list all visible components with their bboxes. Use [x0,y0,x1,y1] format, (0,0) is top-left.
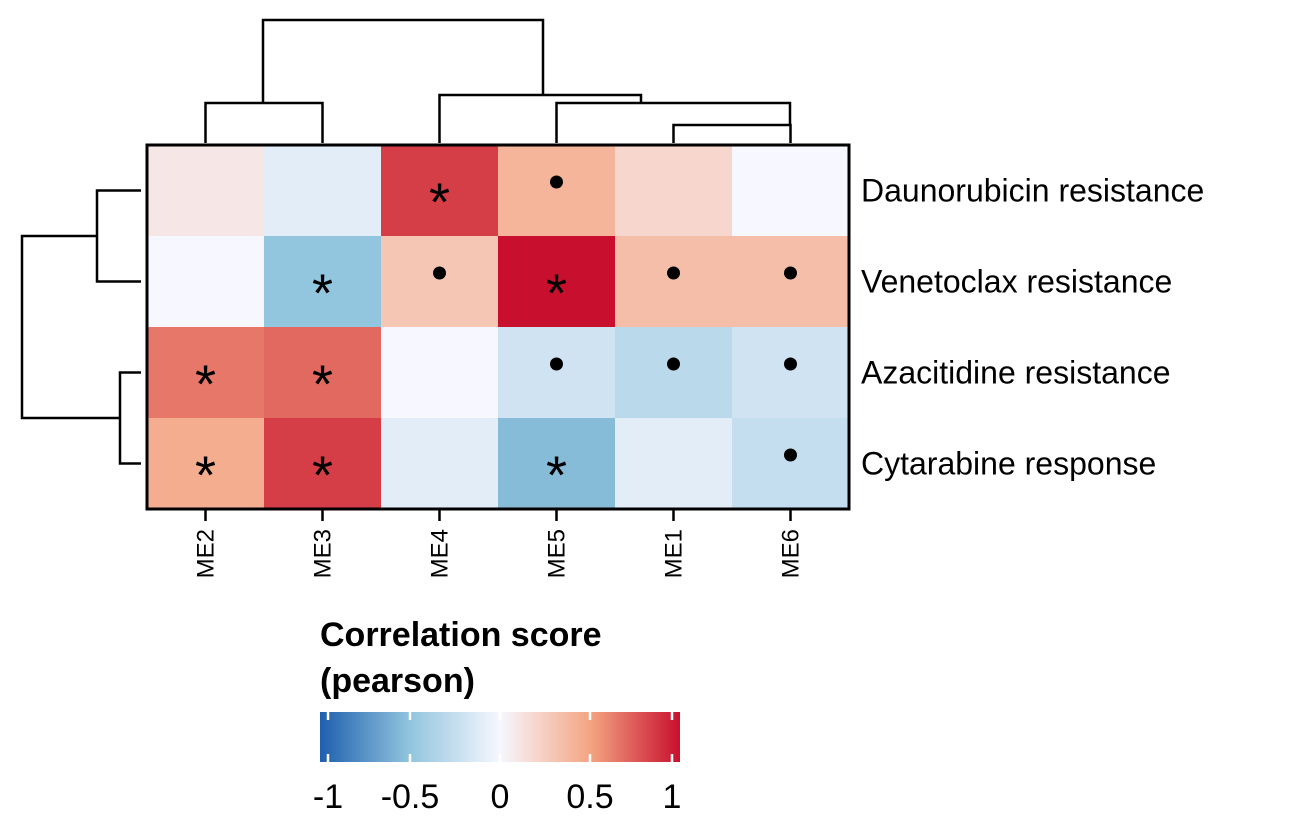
significance-dot [667,266,680,280]
heatmap-cell-cytarabine-me4 [381,418,499,510]
column-label: ME6 [778,529,805,578]
significance-dot [433,266,446,280]
heatmap-cell-cytarabine-me6 [732,418,850,510]
significance-dot [784,448,797,462]
row-label: Cytarabine response [861,446,1156,482]
significance-dot [550,357,563,371]
column-dendrogram-branch [555,101,792,143]
row-dendrogram-branch [118,371,141,465]
significance-dot [550,175,563,189]
significance-star: * [546,264,567,324]
legend-tick-label: 1 [663,778,682,816]
heatmap-cell-cytarabine-me3 [264,418,382,510]
row-dendrogram-branch [95,189,141,283]
row-dendrogram [20,189,141,465]
heatmap-cell-venetoclax-me5 [498,236,616,328]
heatmap-cell-cytarabine-me5 [498,418,616,510]
heatmap-cell-daunorubicin-me5 [498,145,616,237]
row-label: Azacitidine resistance [861,355,1170,391]
column-label: ME1 [661,529,688,578]
legend-colorbar [320,712,680,762]
legend-title-line2: (pearson) [320,662,475,700]
color-legend: Correlation score (pearson) -1 -0.5 0 0.5 1 [313,616,682,816]
significance-star: * [195,355,216,415]
row-label: Daunorubicin resistance [861,173,1204,209]
heatmap-cell-daunorubicin-me6 [732,145,850,237]
legend-title-line1: Correlation score [320,616,602,654]
column-dendrogram-branch [261,18,545,103]
heatmap-cell-azacitidine-me2 [147,327,265,419]
heatmap-cell-azacitidine-me4 [381,327,499,419]
heatmap-cell-cytarabine-me2 [147,418,265,510]
heatmap-cell-azacitidine-me6 [732,327,850,419]
significance-star: * [312,264,333,324]
heatmap-cell-venetoclax-me1 [615,236,733,328]
row-labels: Daunorubicin resistance Venetoclax resist… [861,173,1204,482]
significance-star: * [546,446,567,506]
column-dendrogram-branch [438,93,643,143]
significance-dot [784,357,797,371]
significance-dot [667,357,680,371]
legend-ticks: -1 -0.5 0 0.5 1 [313,712,682,816]
heatmap-cell-azacitidine-me5 [498,327,616,419]
heatmap-cell-daunorubicin-me2 [147,145,265,237]
significance-star: * [312,446,333,506]
heatmap-cell-daunorubicin-me4 [381,145,499,237]
heatmap-cell-azacitidine-me3 [264,327,382,419]
heatmap-cell-azacitidine-me1 [615,327,733,419]
significance-star: * [429,173,450,233]
heatmap-cell-daunorubicin-me3 [264,145,382,237]
legend-tick-label: -1 [313,778,343,816]
heatmap-cell-venetoclax-me2 [147,236,265,328]
column-ticks [204,509,792,521]
row-dendrogram-branch [20,234,120,420]
significance-star: * [195,446,216,506]
column-label: ME2 [193,529,220,578]
significance-dot [784,266,797,280]
heatmap-cell-venetoclax-me6 [732,236,850,328]
heatmap-cell-cytarabine-me1 [615,418,733,510]
heatmap-border [145,143,851,511]
heatmap-cell-venetoclax-me3 [264,236,382,328]
legend-tick-label: 0.5 [566,778,613,816]
heatmap-cell-daunorubicin-me1 [615,145,733,237]
column-dendrogram [204,18,792,143]
heatmap-cells: * * * * * * * * [147,145,850,510]
heatmap-cell-venetoclax-me4 [381,236,499,328]
column-label: ME3 [310,529,337,578]
column-dendrogram-branch [204,101,324,143]
column-label: ME4 [427,529,454,578]
column-label: ME5 [544,529,571,578]
significance-star: * [312,355,333,415]
column-dendrogram-branch [672,123,792,143]
row-label: Venetoclax resistance [861,264,1172,300]
legend-tick-label: -0.5 [381,778,440,816]
column-labels: ME2 ME3 ME4 ME5 ME1 ME6 [193,529,805,578]
legend-tick-label: 0 [491,778,510,816]
